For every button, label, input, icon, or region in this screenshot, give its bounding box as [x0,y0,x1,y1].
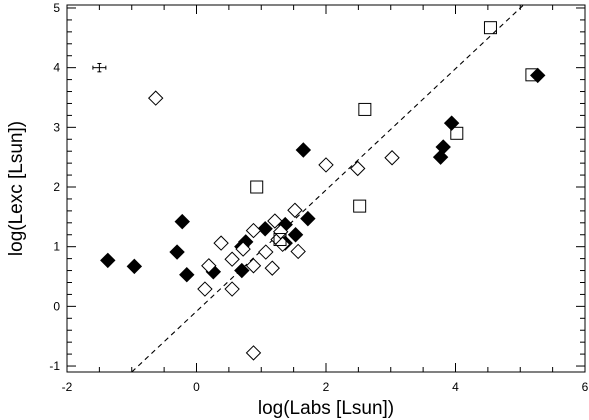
x-tick-label: 6 [582,380,589,394]
y-tick-label: 4 [53,61,60,75]
open-square-point [358,102,372,116]
filled-diamond-point [300,210,316,227]
x-axis-label: log(Labs [Lsun]) [258,398,394,419]
filled-diamond-point [100,252,116,269]
open-diamond-point [235,241,251,257]
x-tick-label: -2 [62,380,73,394]
open-diamond-point [290,243,306,260]
x-tick-label: 0 [193,380,200,394]
filled-diamond-point [234,262,250,279]
filled-diamond-point [126,258,143,275]
open-diamond-point [197,281,213,297]
error-bar-marker [92,62,107,73]
open-diamond-point [384,150,400,166]
x-tick-label: 2 [323,380,330,394]
open-diamond-point [287,202,303,218]
filled-diamond-point [257,221,273,237]
open-square-point [483,21,497,35]
open-diamond-point [267,213,283,229]
filled-diamond-point [435,139,451,155]
open-square-point [353,199,367,213]
filled-diamond-point [287,227,304,243]
open-diamond-point [201,258,217,274]
filled-diamond-point [443,115,460,131]
open-diamond-point [318,157,334,173]
y-tick-label: 3 [53,120,60,134]
open-square-point [450,126,464,140]
filled-diamond-point [295,142,312,158]
open-diamond-point [224,281,240,297]
open-square-point [273,233,287,247]
y-tick-label: 2 [53,180,60,194]
dashed-reference-line [131,5,524,372]
open-diamond-point [213,235,229,251]
open-diamond-point [245,345,262,361]
open-square-point [525,68,539,82]
open-diamond-point [350,160,366,177]
tick-labels: -2 0 2 4 6 -1 0 1 2 3 4 5 [49,1,588,394]
y-tick-label: 1 [53,240,60,254]
y-tick-label: 0 [53,299,60,313]
y-tick-label: 5 [53,1,60,15]
filled-diamond-point [174,213,190,230]
open-diamond-point [245,258,262,274]
filled-diamond-point [179,267,195,283]
open-diamond-point [148,90,164,106]
x-tick-label: 4 [452,380,459,394]
filled-diamond-point [169,244,185,260]
open-diamond-point [258,244,274,260]
open-diamond-point [245,222,262,239]
y-tick-label: -1 [49,359,60,373]
plot-frame [66,4,586,373]
y-axis-label: log(Lexc [Lsun]) [6,121,27,256]
open-diamond-point [264,260,280,276]
axis-ticks [66,5,586,372]
open-square-point [250,180,264,194]
open-diamond-point [224,251,240,267]
data-points-layer [100,21,546,361]
reference-line-layer [131,5,524,372]
